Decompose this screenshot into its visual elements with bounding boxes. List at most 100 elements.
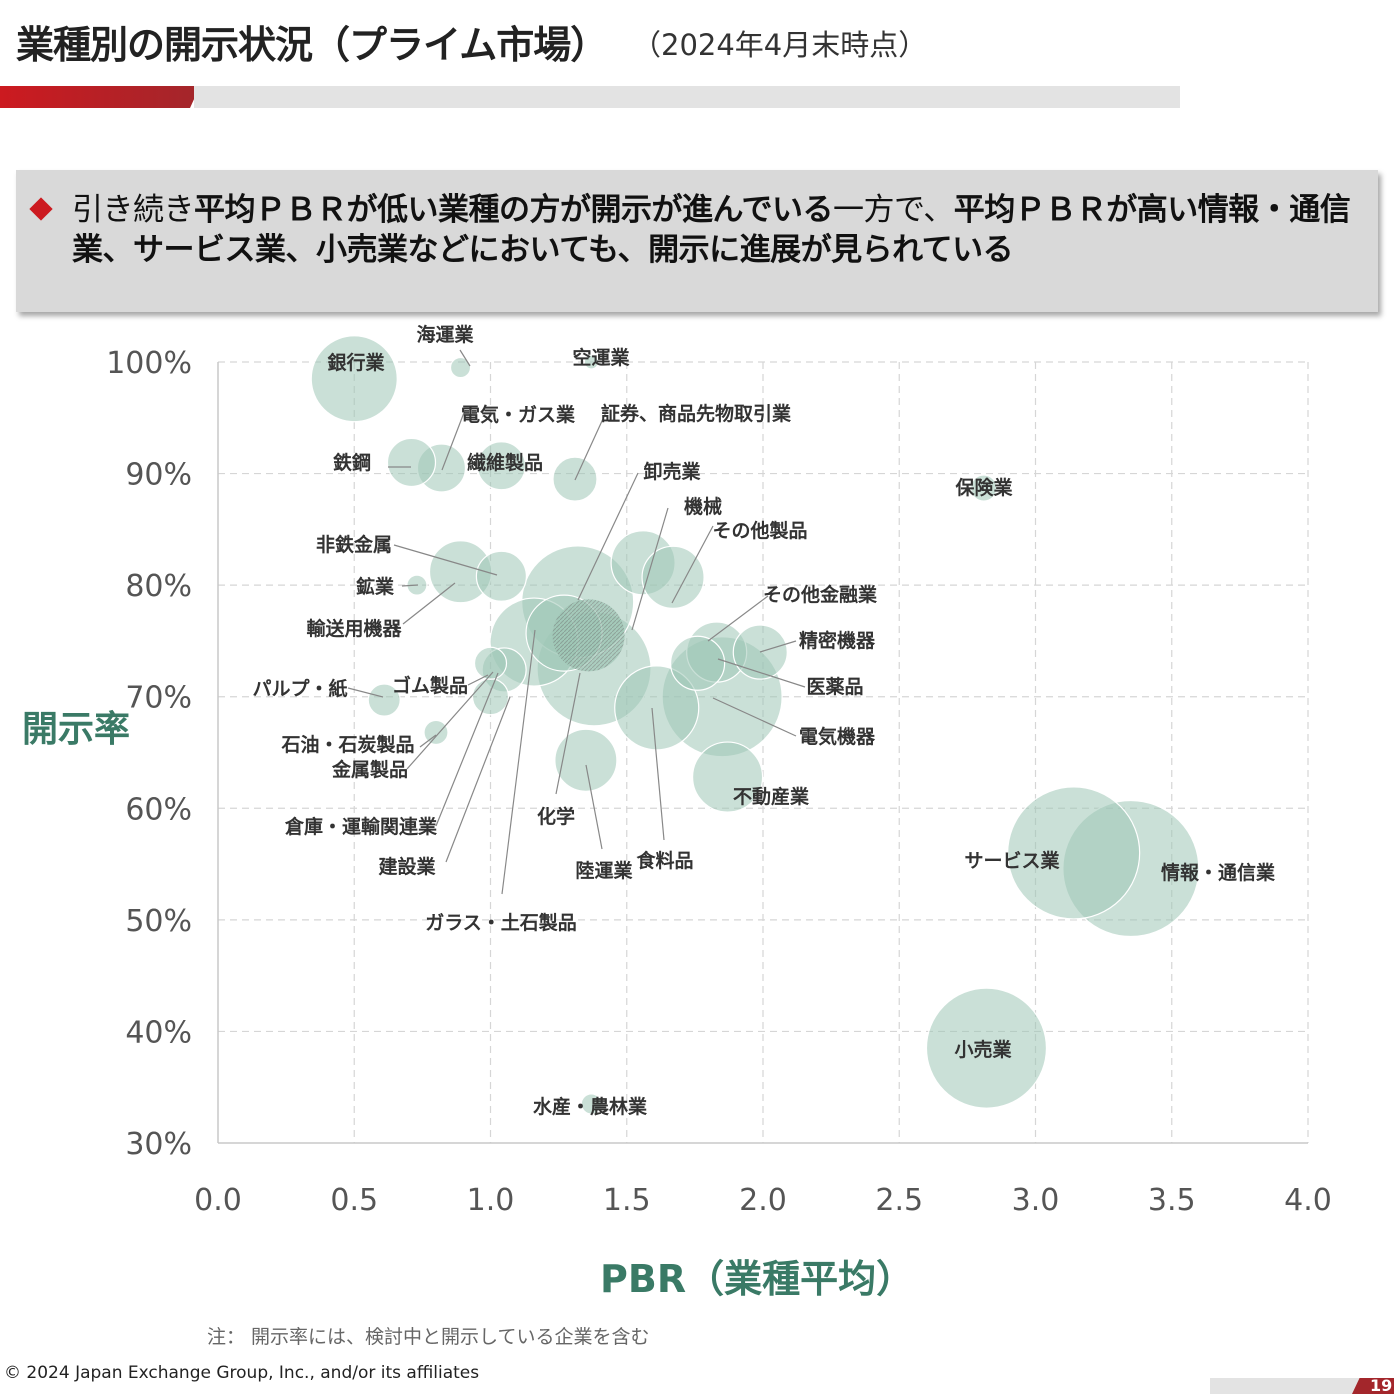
bubble-label: 卸売業 bbox=[643, 460, 701, 483]
bubble-label: 金属製品 bbox=[331, 758, 408, 781]
bubble-label: 証券、商品先物取引業 bbox=[601, 402, 792, 425]
leader-line bbox=[717, 658, 806, 688]
leader-line bbox=[459, 349, 471, 367]
bubble-label: 電気機器 bbox=[799, 725, 876, 748]
bubble-point bbox=[614, 665, 700, 751]
leader-line bbox=[555, 672, 581, 795]
y-tick-label: 60% bbox=[125, 792, 192, 827]
bubble-point bbox=[449, 356, 472, 379]
y-tick-label: 40% bbox=[125, 1015, 192, 1050]
y-tick-label: 80% bbox=[125, 569, 192, 604]
leader-line bbox=[406, 671, 494, 770]
bubble-label: 水産・農林業 bbox=[533, 1095, 648, 1118]
leader-line bbox=[631, 507, 669, 631]
bubble-label: その他製品 bbox=[712, 519, 807, 542]
leader-line bbox=[402, 582, 456, 625]
leader-line bbox=[585, 764, 603, 850]
bubble-label: 不動産業 bbox=[733, 785, 810, 808]
x-tick-label: 1.0 bbox=[467, 1183, 515, 1218]
bubble-label: 石油・石炭製品 bbox=[280, 734, 414, 756]
bubble-label: 保険業 bbox=[954, 476, 1013, 499]
bubble-label: 機械 bbox=[684, 495, 722, 518]
bubble-point bbox=[691, 741, 764, 813]
bubble-label: その他金融業 bbox=[763, 583, 878, 606]
leader-line bbox=[671, 525, 714, 604]
leader-line bbox=[467, 674, 489, 686]
y-axis-title: 開示率 bbox=[22, 709, 131, 750]
leader-line bbox=[501, 629, 536, 895]
bubble-point bbox=[367, 683, 401, 717]
x-tick-label: 2.0 bbox=[739, 1183, 787, 1218]
bubble-point bbox=[386, 437, 437, 488]
header-accent-bar bbox=[0, 86, 200, 108]
leader-line bbox=[347, 687, 384, 698]
leader-line bbox=[577, 472, 639, 601]
bubble-point bbox=[310, 335, 398, 423]
key-message-box bbox=[16, 170, 1378, 312]
page-title: 業種別の開示状況（プライム市場） bbox=[16, 23, 608, 67]
x-tick-label: 3.5 bbox=[1148, 1183, 1196, 1218]
bubble-label: 海運業 bbox=[416, 323, 474, 346]
bubble-point bbox=[1007, 786, 1141, 920]
footnote: 注： 開示率には、検討中と開示している企業を含む bbox=[207, 1326, 650, 1348]
key-message: 引き続き平均ＰＢＲが低い業種の方が開示が進んでいる一方で、平均ＰＢＲが高い情報・… bbox=[72, 190, 1368, 270]
leader-line bbox=[419, 734, 437, 748]
bubble-label: 輸送用機器 bbox=[306, 617, 402, 640]
bubble-overlap-hatch bbox=[552, 599, 625, 672]
bubble-point bbox=[473, 646, 508, 680]
bubble-point bbox=[669, 635, 726, 691]
bubble-label: サービス業 bbox=[964, 849, 1060, 872]
leader-line bbox=[759, 640, 797, 653]
leader-line bbox=[435, 672, 499, 827]
bubble-label: 電気・ガス業 bbox=[461, 403, 576, 426]
y-tick-label: 100% bbox=[106, 346, 192, 381]
bubble-point bbox=[580, 1093, 602, 1115]
y-tick-label: 30% bbox=[125, 1127, 192, 1162]
bubble-point bbox=[554, 728, 618, 792]
page-number-accent bbox=[1352, 1378, 1394, 1394]
bubble-label: パルプ・紙 bbox=[252, 677, 347, 700]
bubble-point bbox=[970, 474, 998, 502]
x-tick-label: 4.0 bbox=[1284, 1183, 1332, 1218]
bubble-point bbox=[925, 987, 1048, 1109]
bubble-label: 銀行業 bbox=[327, 351, 385, 374]
bubble-label: 鉱業 bbox=[356, 575, 395, 598]
bubble-point bbox=[641, 545, 705, 609]
key-message-part-4: 平均ＰＢＲが高い情報・通信業、サービス業、小売業などにおいても、開示に進展が見ら… bbox=[72, 192, 1351, 268]
x-tick-label: 1.5 bbox=[603, 1183, 651, 1218]
x-axis-title: PBR（業種平均） bbox=[600, 1257, 915, 1301]
bubble-label: 空運業 bbox=[572, 346, 630, 369]
copyright: © 2024 Japan Exchange Group, Inc., and/o… bbox=[4, 1363, 480, 1383]
bubble-label: 鉄鋼 bbox=[333, 451, 371, 474]
x-tick-label: 2.5 bbox=[875, 1183, 923, 1218]
bubble-point bbox=[471, 678, 510, 716]
y-tick-label: 70% bbox=[125, 681, 192, 716]
bubble-point bbox=[475, 550, 527, 602]
leader-line bbox=[441, 409, 466, 471]
bubble-label: 非鉄金属 bbox=[316, 533, 392, 556]
page-number-bar bbox=[1210, 1378, 1394, 1394]
y-tick-label: 90% bbox=[125, 458, 192, 493]
x-tick-label: 3.0 bbox=[1012, 1183, 1060, 1218]
leader-line bbox=[393, 544, 498, 576]
y-tick-label: 50% bbox=[125, 904, 192, 939]
leader-line bbox=[707, 595, 769, 642]
key-message-part-2: 平均ＰＢＲが低い業種の方が開示が進んでいる bbox=[194, 192, 833, 228]
bubble-point bbox=[476, 441, 526, 491]
bubble-label: 繊維製品 bbox=[467, 451, 543, 474]
page-number: 19 bbox=[1370, 1376, 1393, 1395]
bubble-label: ガラス・土石製品 bbox=[425, 912, 577, 934]
key-message-part-1: 引き続き bbox=[72, 192, 195, 228]
header-rule bbox=[194, 86, 1180, 108]
leader-line bbox=[401, 584, 419, 587]
leader-line bbox=[445, 696, 511, 863]
leader-line bbox=[712, 697, 797, 737]
leader-line bbox=[574, 409, 608, 481]
bubble-label: 食料品 bbox=[636, 849, 693, 872]
x-tick-label: 0.5 bbox=[330, 1183, 378, 1218]
bubble-label: 小売業 bbox=[954, 1038, 1012, 1061]
leader-line bbox=[651, 707, 665, 841]
key-message-part-3: 一方で、 bbox=[832, 192, 954, 228]
bubble-label: 陸運業 bbox=[575, 859, 633, 882]
